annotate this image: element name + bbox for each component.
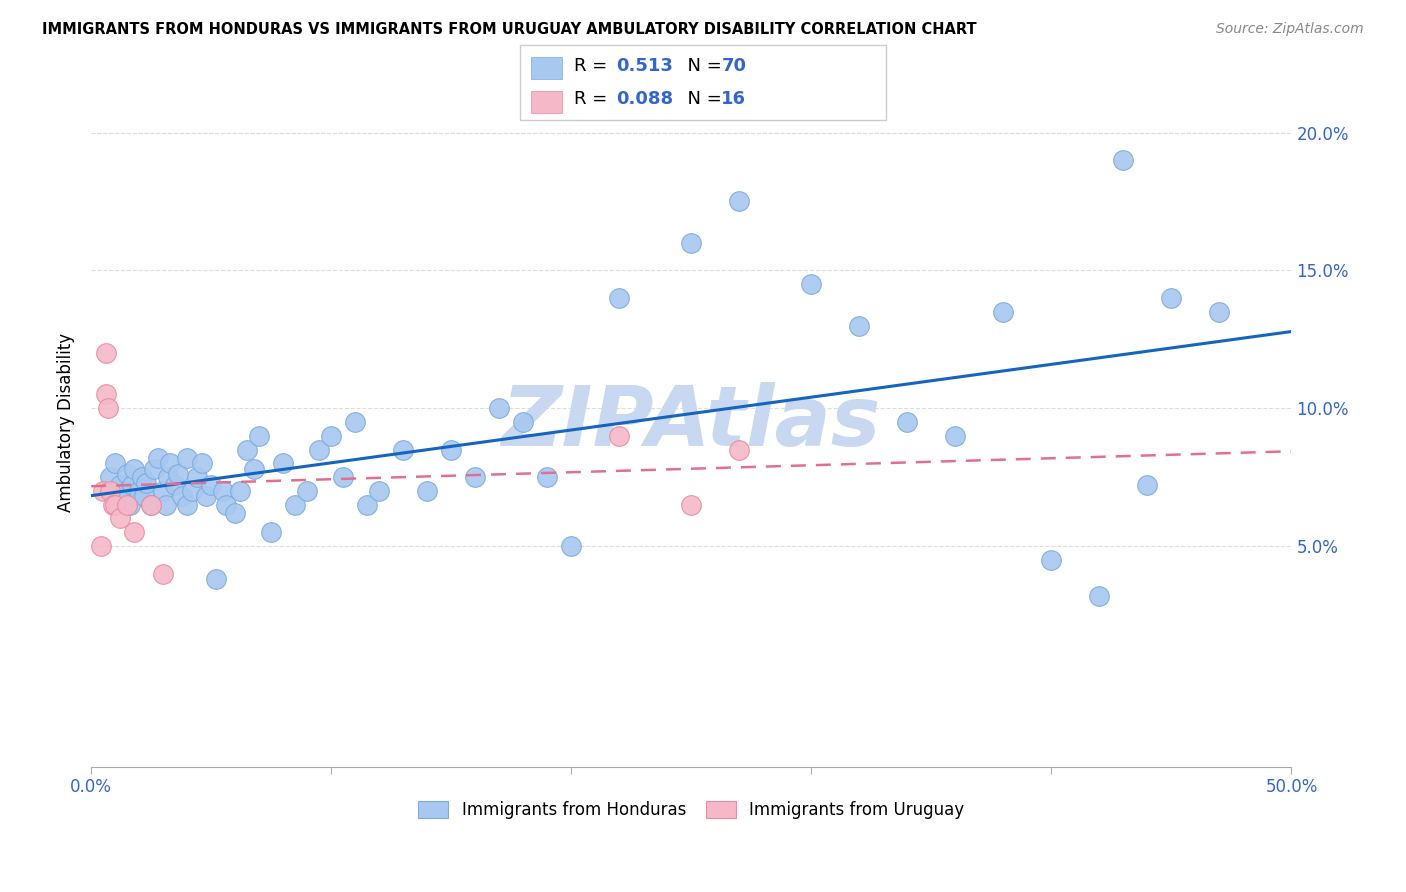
- Y-axis label: Ambulatory Disability: Ambulatory Disability: [58, 333, 75, 512]
- Point: [165, 478, 187, 492]
- Point: [131, 470, 153, 484]
- Text: N =: N =: [676, 57, 728, 75]
- Point: [166, 467, 188, 482]
- Point: [560, 539, 582, 553]
- Point: [135, 475, 157, 490]
- Point: [181, 483, 204, 498]
- Text: N =: N =: [676, 90, 728, 108]
- Point: [295, 483, 318, 498]
- Text: 70: 70: [721, 57, 747, 75]
- Point: [176, 498, 198, 512]
- Point: [260, 525, 283, 540]
- Point: [236, 442, 259, 457]
- Point: [200, 478, 222, 492]
- Point: [172, 490, 194, 504]
- Point: [124, 525, 146, 540]
- Point: [159, 456, 181, 470]
- Point: [148, 450, 170, 465]
- Point: [94, 387, 117, 401]
- Point: [115, 467, 138, 482]
- Point: [155, 498, 177, 512]
- Point: [115, 483, 138, 498]
- Point: [104, 498, 127, 512]
- Point: [124, 462, 146, 476]
- Point: [128, 483, 150, 498]
- Point: [728, 442, 751, 457]
- Point: [392, 442, 415, 457]
- Text: 0.513: 0.513: [616, 57, 672, 75]
- Text: R =: R =: [574, 57, 613, 75]
- Point: [195, 490, 218, 504]
- Point: [224, 506, 246, 520]
- Point: [90, 539, 112, 553]
- Point: [108, 478, 131, 492]
- Point: [132, 490, 155, 504]
- Point: [229, 483, 252, 498]
- Point: [284, 498, 307, 512]
- Point: [1208, 304, 1230, 318]
- Point: [205, 572, 228, 586]
- Point: [1136, 478, 1159, 492]
- Point: [212, 483, 235, 498]
- Point: [152, 566, 174, 581]
- Point: [536, 470, 558, 484]
- Point: [728, 194, 751, 209]
- Point: [368, 483, 391, 498]
- Point: [488, 401, 510, 416]
- Point: [101, 498, 124, 512]
- Point: [440, 442, 463, 457]
- Text: 16: 16: [721, 90, 747, 108]
- Point: [356, 498, 378, 512]
- Point: [94, 346, 117, 360]
- Text: IMMIGRANTS FROM HONDURAS VS IMMIGRANTS FROM URUGUAY AMBULATORY DISABILITY CORREL: IMMIGRANTS FROM HONDURAS VS IMMIGRANTS F…: [42, 22, 977, 37]
- Point: [141, 498, 163, 512]
- Point: [943, 429, 966, 443]
- Point: [176, 450, 198, 465]
- Point: [156, 470, 179, 484]
- Text: 0.088: 0.088: [616, 90, 673, 108]
- Point: [98, 483, 121, 498]
- Point: [681, 498, 703, 512]
- Point: [416, 483, 439, 498]
- Point: [993, 304, 1015, 318]
- Text: Source: ZipAtlas.com: Source: ZipAtlas.com: [1216, 22, 1364, 37]
- Point: [118, 498, 141, 512]
- Point: [214, 498, 236, 512]
- Point: [344, 415, 367, 429]
- Point: [896, 415, 918, 429]
- Point: [108, 511, 131, 525]
- Point: [121, 478, 143, 492]
- Point: [848, 318, 870, 333]
- Point: [247, 429, 270, 443]
- Point: [1160, 291, 1182, 305]
- Point: [308, 442, 330, 457]
- Point: [141, 498, 163, 512]
- Point: [186, 470, 208, 484]
- Text: R =: R =: [574, 90, 613, 108]
- Point: [104, 456, 127, 470]
- Point: [1088, 589, 1111, 603]
- Point: [91, 483, 114, 498]
- Point: [98, 470, 121, 484]
- Point: [111, 490, 134, 504]
- Point: [190, 456, 212, 470]
- Point: [800, 277, 823, 292]
- Text: ZIPAtlas: ZIPAtlas: [502, 382, 882, 462]
- Point: [115, 498, 138, 512]
- Point: [243, 462, 266, 476]
- Point: [142, 462, 165, 476]
- Point: [97, 401, 120, 416]
- Point: [1112, 153, 1135, 168]
- Point: [681, 235, 703, 250]
- Point: [464, 470, 486, 484]
- Point: [607, 429, 630, 443]
- Point: [321, 429, 343, 443]
- Point: [512, 415, 534, 429]
- Point: [607, 291, 630, 305]
- Point: [332, 470, 354, 484]
- Point: [271, 456, 294, 470]
- Point: [1040, 553, 1063, 567]
- Point: [152, 483, 174, 498]
- Legend: Immigrants from Honduras, Immigrants from Uruguay: Immigrants from Honduras, Immigrants fro…: [413, 796, 969, 823]
